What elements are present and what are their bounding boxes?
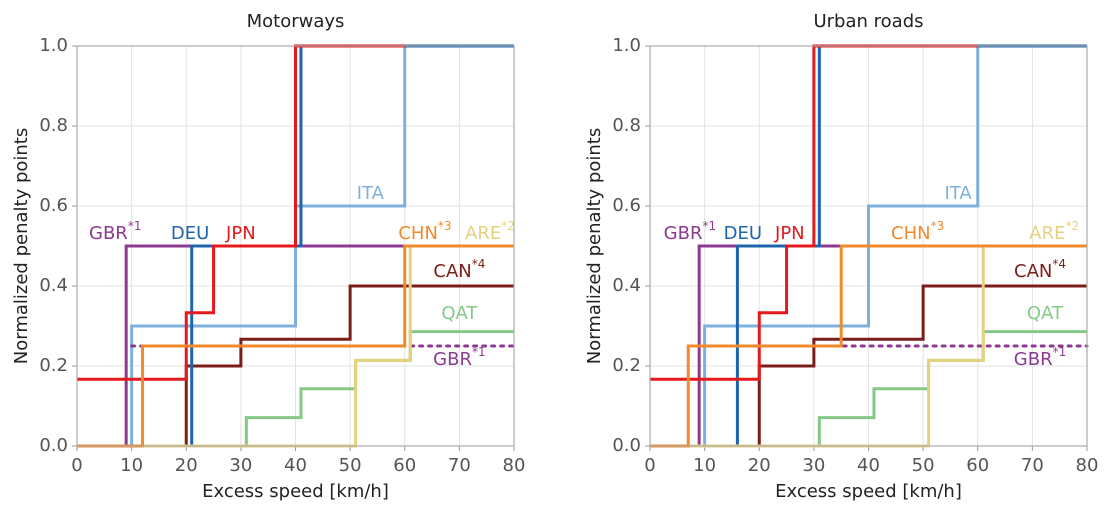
series-name: GBR xyxy=(664,223,703,244)
y-tick-label: 0.4 xyxy=(612,275,641,296)
series-superscript: *4 xyxy=(472,257,486,271)
series-name: ITA xyxy=(944,183,972,204)
y-axis-label: Normalized penalty points xyxy=(584,128,605,364)
y-tick-label: 0.8 xyxy=(39,115,68,136)
series-name: GBR xyxy=(433,349,472,370)
x-tick-label: 20 xyxy=(175,455,198,476)
y-tick-label: 0.8 xyxy=(612,115,641,136)
x-tick-label: 70 xyxy=(1021,455,1044,476)
x-tick-label: 0 xyxy=(71,455,82,476)
series-name: ARE xyxy=(465,223,501,244)
subplot: Motorways Excess speed [km/h] Normalized p… xyxy=(11,11,525,502)
series-label: DEU xyxy=(724,223,762,244)
y-axis-label: Normalized penalty points xyxy=(11,128,32,364)
series-label: JPN xyxy=(774,223,805,244)
series-label: QAT xyxy=(1027,303,1064,324)
series-name: GBR xyxy=(89,223,128,244)
series-name: DEU xyxy=(171,223,209,244)
x-tick-label: 70 xyxy=(448,455,471,476)
y-tick-label: 0.0 xyxy=(612,435,641,456)
series-label: CHN*3 xyxy=(891,219,944,245)
y-tick-label: 0.2 xyxy=(612,355,641,376)
x-tick-label: 0 xyxy=(644,455,655,476)
series-label: GBR*1 xyxy=(664,219,716,245)
series-name: JPN xyxy=(774,223,805,244)
series-label: QAT xyxy=(441,303,478,324)
x-tick-label: 30 xyxy=(802,455,825,476)
series-superscript: *1 xyxy=(472,345,486,359)
series-line xyxy=(650,44,1087,448)
x-tick-label: 30 xyxy=(229,455,252,476)
x-tick-label: 40 xyxy=(857,455,880,476)
x-tick-label: 50 xyxy=(912,455,935,476)
series-name: DEU xyxy=(724,223,762,244)
x-tick-label: 10 xyxy=(693,455,716,476)
plot-frame xyxy=(76,45,515,447)
series-superscript: *3 xyxy=(931,219,945,233)
x-tick-label: 20 xyxy=(748,455,771,476)
series-name: CAN xyxy=(433,261,471,282)
series-label: ARE*2 xyxy=(1029,219,1079,245)
series-name: QAT xyxy=(1027,303,1064,324)
series-superscript: *1 xyxy=(128,219,142,233)
series-name: CHN xyxy=(398,223,438,244)
y-tick-label: 1.0 xyxy=(612,35,641,56)
x-tick-label: 10 xyxy=(120,455,143,476)
series-label: CHN*3 xyxy=(398,219,451,245)
y-tick-label: 0.6 xyxy=(39,195,68,216)
series-label: GBR*1 xyxy=(433,345,485,371)
series-line xyxy=(77,44,405,381)
series-name: JPN xyxy=(225,223,256,244)
series-superscript: *2 xyxy=(1066,219,1080,233)
x-tick-label: 40 xyxy=(284,455,307,476)
series-superscript: *2 xyxy=(501,219,515,233)
y-tick-label: 0.6 xyxy=(612,195,641,216)
x-axis-label: Excess speed [km/h] xyxy=(202,481,389,502)
x-axis-label: Excess speed [km/h] xyxy=(775,481,962,502)
series-label: CAN*4 xyxy=(1014,257,1066,283)
series-name: ARE xyxy=(1029,223,1065,244)
series-label: DEU xyxy=(171,223,209,244)
series-label: GBR*1 xyxy=(89,219,141,245)
series-line xyxy=(650,44,978,381)
series-name: CAN xyxy=(1014,261,1052,282)
x-tick-label: 60 xyxy=(393,455,416,476)
series-superscript: *3 xyxy=(438,219,452,233)
y-tick-label: 0.0 xyxy=(39,435,68,456)
series-name: GBR xyxy=(1014,349,1053,370)
series-line xyxy=(77,284,514,448)
y-tick-label: 0.4 xyxy=(39,275,68,296)
x-tick-label: 80 xyxy=(1076,455,1099,476)
y-tick-label: 0.2 xyxy=(39,355,68,376)
chart-title: Motorways xyxy=(247,11,345,32)
series-label: ITA xyxy=(357,183,385,204)
subplot: Urban roads Excess speed [km/h] Normalized… xyxy=(584,11,1098,502)
series-name: QAT xyxy=(441,303,478,324)
series-superscript: *4 xyxy=(1052,257,1066,271)
series-superscript: *1 xyxy=(702,219,716,233)
series-name: CHN xyxy=(891,223,931,244)
series-label: CAN*4 xyxy=(433,257,485,283)
series-line xyxy=(77,44,514,448)
series-superscript: *1 xyxy=(1053,345,1067,359)
x-tick-label: 60 xyxy=(966,455,989,476)
series-label: ITA xyxy=(944,183,972,204)
plot-frame xyxy=(649,45,1088,447)
series-name: ITA xyxy=(357,183,385,204)
chart-title: Urban roads xyxy=(813,11,923,32)
y-tick-label: 1.0 xyxy=(39,35,68,56)
series-label: ARE*2 xyxy=(465,219,515,245)
series-label: JPN xyxy=(225,223,256,244)
series-line xyxy=(650,284,1087,448)
x-tick-label: 80 xyxy=(503,455,526,476)
x-tick-label: 50 xyxy=(339,455,362,476)
series-label: GBR*1 xyxy=(1014,345,1066,371)
